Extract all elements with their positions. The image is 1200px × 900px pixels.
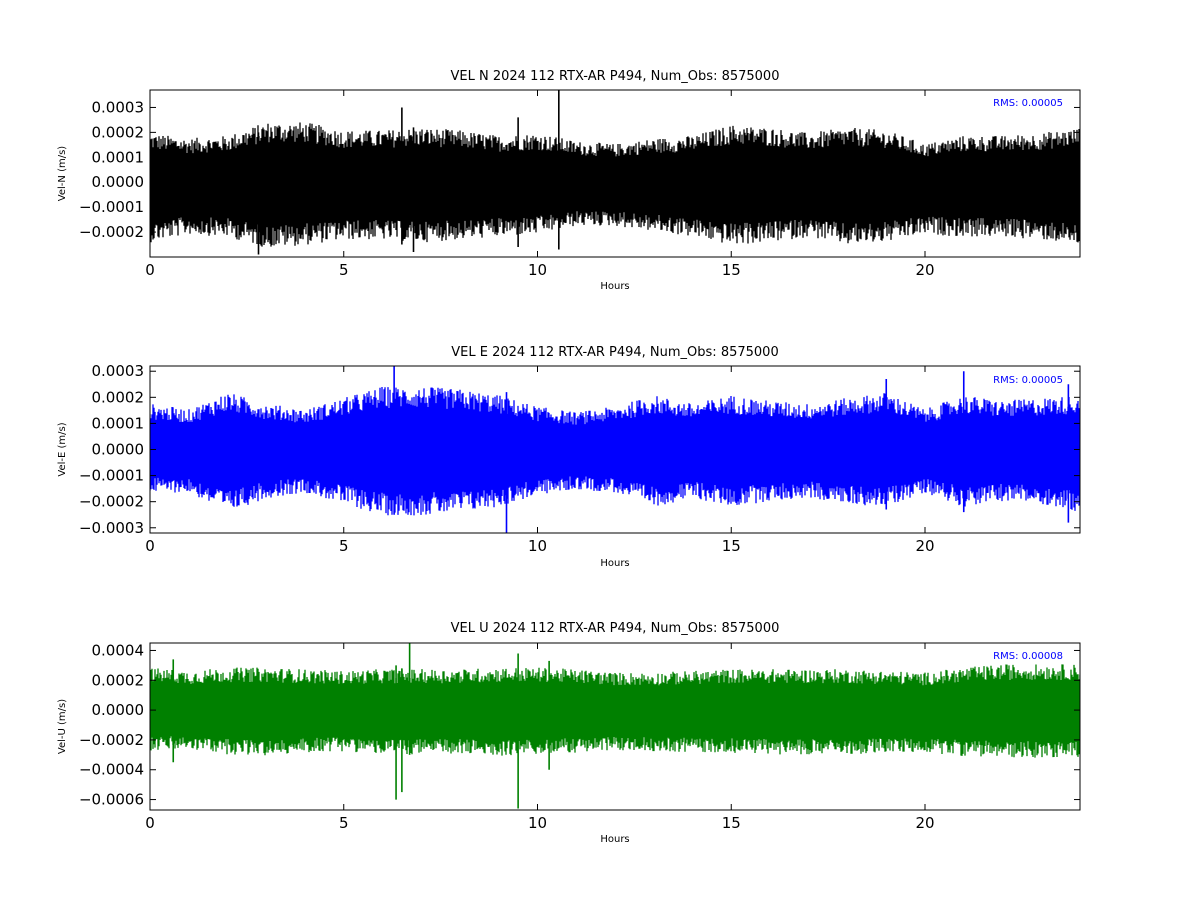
panel-up-trace [150,664,1080,758]
panel-up-rms-label: RMS: 0.00008 [993,651,1063,662]
panel-east-ytick-label: 0.0003 [92,362,145,380]
panel-up-xtick-label: 5 [339,814,349,832]
panel-up-ytick-label: −0.0006 [79,791,144,809]
panel-up-xtick-label: 0 [145,814,155,832]
panel-east-axes-frame [149,365,1081,534]
panel-north-axes-frame [149,89,1081,258]
panel-east-xtick-label: 15 [722,537,741,555]
panel-up-xtick-label: 20 [915,814,934,832]
panel-north-ytick-label: 0.0002 [92,123,145,141]
panel-up-xtick-label: 15 [722,814,741,832]
panel-east-xtick-label: 5 [339,537,349,555]
panel-east-ytick-label: −0.0003 [79,519,144,537]
panel-east-xlabel: Hours [600,558,629,569]
panel-east-ytick-label: −0.0002 [79,493,144,511]
panel-up-ytick-label: 0.0000 [92,701,145,719]
panel-east-ytick-label: −0.0001 [79,467,144,485]
panel-east-ytick-label: 0.0002 [92,388,145,406]
panel-north-xtick-label: 10 [528,261,547,279]
panel-up-plot: 0 5 10 15 20 −0.0006 −0.0004 −0.0002 0.0000 0.000… [79,641,1080,832]
panel-north-xtick-label: 20 [915,261,934,279]
panel-up-axes-frame [149,642,1081,811]
panel-north-xtick-label: 15 [722,261,741,279]
panel-north-ytick-label: −0.0002 [79,223,144,241]
panel-east-trace [150,387,1080,516]
panel-north-ytick-label: 0.0000 [92,173,145,191]
panel-east-xtick-label: 20 [915,537,934,555]
panel-north-title: VEL N 2024 112 RTX-AR P494, Num_Obs: 857… [451,69,780,84]
panel-up-ytick-label: −0.0004 [79,761,144,779]
panel-east-plot: 0 5 10 15 20 −0.0003 −0.0002 −0.0001 0.0000 0.000… [79,362,1080,555]
panel-north-xtick-label: 0 [145,261,155,279]
panel-up-xtick-label: 10 [528,814,547,832]
panel-north-ytick-label: 0.0003 [92,98,145,116]
panel-east-title: VEL E 2024 112 RTX-AR P494, Num_Obs: 857… [451,345,778,360]
panel-east-series [150,366,1080,533]
panel-north-xtick-label: 5 [339,261,349,279]
panel-east-ylabel: Vel-E (m/s) [57,422,68,476]
panel-north-ytick-label: 0.0001 [92,148,145,166]
panel-north-xlabel: Hours [600,281,629,292]
panel-north-plot: 0 5 10 15 20 −0.0002 −0.0001 0.0000 0.0001 0.0002… [79,90,1080,279]
panel-up-series [150,643,1080,809]
panel-north: VEL N 2024 112 RTX-AR P494, Num_Obs: 857… [57,69,1081,292]
panel-north-ylabel: Vel-N (m/s) [57,146,68,201]
panel-east-ytick-label: 0.0001 [92,414,145,432]
panel-east-ytick-label: 0.0000 [92,441,145,459]
panel-north-ytick-label: −0.0001 [79,198,144,216]
panel-up: VEL U 2024 112 RTX-AR P494, Num_Obs: 857… [57,621,1081,845]
panel-up-ytick-label: 0.0002 [92,671,145,689]
panel-east-xtick-label: 0 [145,537,155,555]
panel-up-ytick-label: 0.0004 [92,641,145,659]
panel-east: VEL E 2024 112 RTX-AR P494, Num_Obs: 857… [57,345,1081,569]
panel-east-rms-label: RMS: 0.00005 [993,375,1063,386]
panel-up-title: VEL U 2024 112 RTX-AR P494, Num_Obs: 857… [451,621,780,636]
panel-north-series [150,90,1080,255]
panel-north-rms-label: RMS: 0.00005 [993,98,1063,109]
panel-up-ytick-label: −0.0002 [79,731,144,749]
panel-up-ylabel: Vel-U (m/s) [57,699,68,754]
panel-up-xlabel: Hours [600,834,629,845]
panel-north-trace [150,122,1080,247]
panel-east-xtick-label: 10 [528,537,547,555]
